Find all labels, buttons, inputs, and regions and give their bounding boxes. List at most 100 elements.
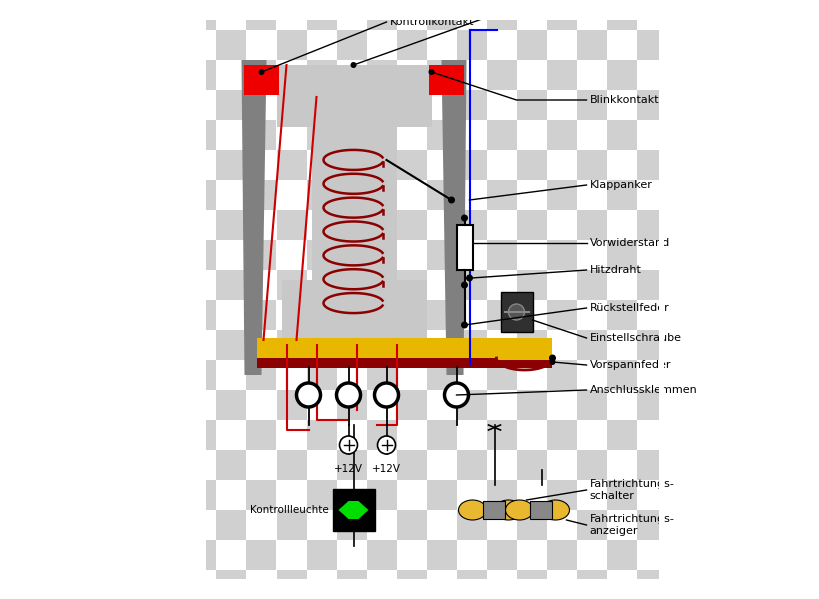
Bar [606, 180, 636, 210]
Bar [456, 300, 486, 330]
Bar [306, 0, 336, 30]
Bar [216, 180, 247, 210]
Bar [636, 30, 666, 60]
Bar [156, 210, 186, 240]
Bar [156, 510, 186, 540]
Ellipse shape [541, 500, 569, 520]
Bar [366, 570, 396, 599]
Bar [396, 270, 426, 300]
Text: Kontrollleuchte: Kontrollleuchte [250, 505, 328, 515]
Bar [186, 30, 216, 60]
Bar [636, 570, 666, 599]
Bar [495, 338, 551, 360]
Bar [456, 30, 486, 60]
Bar [156, 0, 206, 599]
Bar [576, 300, 606, 330]
Bar [576, 330, 606, 360]
Bar [276, 270, 306, 300]
Ellipse shape [494, 500, 522, 520]
Bar [486, 210, 516, 240]
Bar [186, 180, 216, 210]
Bar [636, 180, 666, 210]
Bar [186, 390, 216, 420]
Bar [666, 300, 695, 330]
Bar [576, 360, 606, 390]
Bar [186, 510, 216, 540]
Bar [306, 450, 336, 480]
Bar [486, 270, 516, 300]
Bar [306, 210, 336, 240]
Bar [306, 360, 336, 390]
Bar [216, 30, 247, 60]
Bar [276, 330, 306, 360]
Circle shape [460, 322, 468, 328]
Bar [156, 150, 186, 180]
Bar [366, 210, 396, 240]
Bar [545, 150, 576, 180]
Bar [247, 60, 276, 90]
Bar [156, 579, 663, 599]
Bar [336, 360, 366, 390]
Bar [247, 420, 276, 450]
Bar [276, 210, 306, 240]
Bar [276, 180, 306, 210]
Bar [576, 450, 606, 480]
Circle shape [339, 436, 357, 454]
Bar [576, 120, 606, 150]
Bar [426, 240, 456, 270]
Bar [336, 120, 366, 150]
Bar [186, 450, 216, 480]
Bar [606, 510, 636, 540]
Text: Hitzdraht: Hitzdraht [589, 265, 640, 275]
Circle shape [258, 69, 265, 75]
Bar [500, 292, 532, 332]
Bar [636, 270, 666, 300]
Bar [456, 570, 486, 599]
Text: Blinkkontakt: Blinkkontakt [589, 95, 658, 105]
Bar [156, 540, 186, 570]
Bar [666, 240, 695, 270]
Bar [336, 270, 366, 300]
Bar [636, 120, 666, 150]
Bar [666, 570, 695, 599]
Bar [366, 360, 396, 390]
Bar [426, 150, 456, 180]
Bar [276, 65, 431, 127]
Bar [276, 480, 306, 510]
Bar [216, 0, 247, 30]
Bar [636, 360, 666, 390]
Bar [396, 510, 426, 540]
Bar [516, 450, 545, 480]
Bar [576, 150, 606, 180]
Bar [426, 270, 456, 300]
Bar [366, 240, 396, 270]
Bar [366, 180, 396, 210]
Polygon shape [242, 60, 266, 375]
Bar [456, 150, 486, 180]
Bar [366, 0, 396, 30]
Bar [156, 360, 186, 390]
Bar [545, 120, 576, 150]
Bar [482, 501, 504, 519]
Bar [576, 270, 606, 300]
Bar [545, 540, 576, 570]
Bar [456, 240, 486, 270]
Bar [576, 30, 606, 60]
Bar [606, 240, 636, 270]
Bar [186, 210, 216, 240]
Bar [516, 540, 545, 570]
Bar [156, 90, 186, 120]
Bar [186, 360, 216, 390]
Bar [336, 300, 366, 330]
Bar [247, 90, 276, 120]
Bar [396, 450, 426, 480]
Bar [306, 120, 336, 150]
Circle shape [549, 355, 555, 362]
Bar [486, 240, 516, 270]
Ellipse shape [458, 500, 486, 520]
Bar [366, 510, 396, 540]
Bar [576, 180, 606, 210]
Bar [636, 0, 666, 30]
Bar [426, 300, 456, 330]
Bar [366, 450, 396, 480]
